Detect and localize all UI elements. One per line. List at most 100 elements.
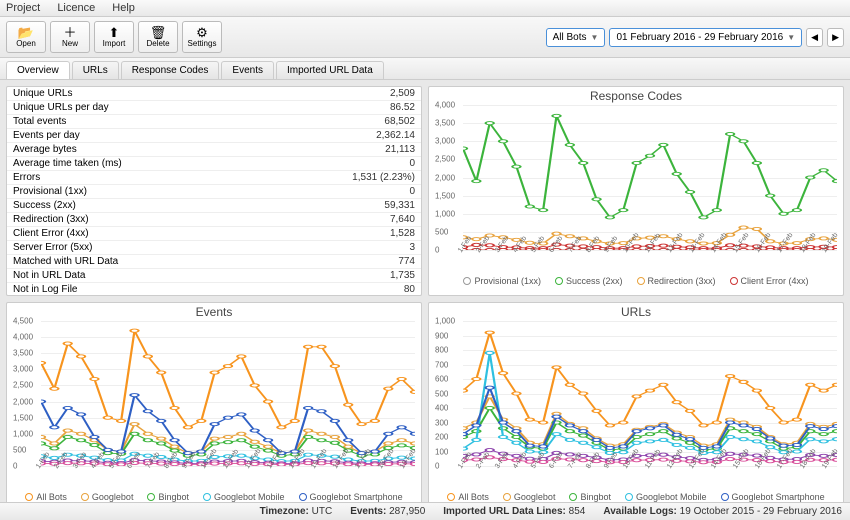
y-axis-label: 300 <box>435 418 448 427</box>
status-timezone: UTC <box>312 506 333 517</box>
legend-label: Googlebot Mobile <box>636 492 707 502</box>
stat-row: Total events68,502 <box>7 115 421 129</box>
legend-dot-icon <box>625 493 633 501</box>
legend-dot-icon <box>203 493 211 501</box>
legend-label: Googlebot Smartphone <box>732 492 825 502</box>
status-imported: 854 <box>569 506 586 517</box>
y-axis-label: 2,000 <box>435 173 455 182</box>
legend-item: All Bots <box>447 492 489 502</box>
legend-item: Googlebot Smartphone <box>299 492 403 502</box>
legend-item: Googlebot <box>503 492 556 502</box>
legend-item: Server Error (5xx) <box>595 294 678 296</box>
stat-row: Matched with URL Data774 <box>7 255 421 269</box>
tab-imported-url-data[interactable]: Imported URL Data <box>276 61 384 79</box>
legend-label: Googlebot <box>514 492 556 502</box>
y-axis-label: 800 <box>435 346 448 355</box>
date-range-value: 01 February 2016 - 29 February 2016 <box>616 32 783 43</box>
status-events-label: Events: <box>350 506 386 517</box>
date-prev-button[interactable]: ◀ <box>806 28 823 47</box>
chart-plot <box>41 321 415 466</box>
toolbar-button-label: New <box>62 39 78 48</box>
chart-plot <box>463 105 837 250</box>
new-button[interactable]: ＋New <box>50 21 90 53</box>
legend-dot-icon <box>721 493 729 501</box>
stat-key: Events per day <box>13 130 376 141</box>
stat-key: Server Error (5xx) <box>13 242 409 253</box>
legend-label: Bingbot <box>158 492 189 502</box>
date-next-button[interactable]: ▶ <box>827 28 844 47</box>
legend-item: Provisional (1xx) <box>463 276 541 286</box>
x-axis-label: 20-Feb <box>421 448 422 480</box>
legend-item: Googlebot <box>81 492 134 502</box>
delete-icon: 🗑 <box>150 26 167 39</box>
legend-dot-icon <box>595 295 603 296</box>
bot-filter-combo[interactable]: All Bots ▼ <box>546 28 606 47</box>
tab-response-codes[interactable]: Response Codes <box>121 61 220 79</box>
legend-label: All Bots <box>458 492 489 502</box>
chart-title: Events <box>7 303 421 321</box>
y-axis-label: 0 <box>13 462 17 471</box>
stat-value: 1,528 <box>390 228 415 239</box>
stat-key: Matched with URL Data <box>13 256 398 267</box>
urls-chart: URLs 01002003004005006007008009001,000 1… <box>428 302 844 512</box>
stat-key: Client Error (4xx) <box>13 228 390 239</box>
stat-value: 80 <box>404 284 415 295</box>
stat-row: Client Error (4xx)1,528 <box>7 227 421 241</box>
tab-events[interactable]: Events <box>221 61 274 79</box>
open-button[interactable]: 📂Open <box>6 21 46 53</box>
import-button[interactable]: ⬆Import <box>94 21 134 53</box>
chevron-down-icon: ▼ <box>787 33 795 42</box>
tab-urls[interactable]: URLs <box>72 61 119 79</box>
stat-key: Redirection (3xx) <box>13 214 390 225</box>
legend-dot-icon <box>81 493 89 501</box>
legend-item: Client Error (4xx) <box>730 276 809 286</box>
menu-licence[interactable]: Licence <box>57 2 95 14</box>
y-axis-label: 3,000 <box>435 137 455 146</box>
legend-dot-icon <box>25 493 33 501</box>
stat-key: Unique URLs <box>13 88 390 99</box>
delete-button[interactable]: 🗑Delete <box>138 21 178 53</box>
y-axis-label: 3,000 <box>13 365 33 374</box>
stat-key: Average time taken (ms) <box>13 158 409 169</box>
settings-button[interactable]: ⚙Settings <box>182 21 222 53</box>
legend-label: Client Error (4xx) <box>741 276 809 286</box>
legend-item: Googlebot Mobile <box>625 492 707 502</box>
toolbar-button-label: Delete <box>146 39 169 48</box>
legend-label: All Bots <box>36 492 67 502</box>
menu-bar: Project Licence Help <box>0 0 850 17</box>
stat-key: Total events <box>13 116 384 127</box>
legend-item: Redirection (3xx) <box>637 276 716 286</box>
legend-dot-icon <box>569 493 577 501</box>
stat-row: Server Error (5xx)3 <box>7 241 421 255</box>
y-axis-label: 2,500 <box>435 155 455 164</box>
legend-dot-icon <box>503 493 511 501</box>
legend-dot-icon <box>637 277 645 285</box>
stat-key: Provisional (1xx) <box>13 186 409 197</box>
menu-help[interactable]: Help <box>112 2 135 14</box>
y-axis-label: 4,000 <box>435 101 455 110</box>
import-icon: ⬆ <box>109 26 120 39</box>
stat-row: Average time taken (ms)0 <box>7 157 421 171</box>
legend-item: Success (2xx) <box>555 276 623 286</box>
stat-value: 1,735 <box>390 270 415 281</box>
open-icon: 📂 <box>18 26 34 39</box>
menu-project[interactable]: Project <box>6 2 40 14</box>
stat-value: 86.52 <box>390 102 415 113</box>
legend-label: Bingbot <box>580 492 611 502</box>
legend-dot-icon <box>463 277 471 285</box>
y-axis-label: 400 <box>435 404 448 413</box>
stat-value: 774 <box>398 256 415 267</box>
y-axis-label: 200 <box>435 433 448 442</box>
legend-label: Googlebot Mobile <box>214 492 285 502</box>
y-axis-label: 2,500 <box>13 381 33 390</box>
date-range-combo[interactable]: 01 February 2016 - 29 February 2016 ▼ <box>609 28 802 47</box>
legend-label: Success (2xx) <box>566 276 623 286</box>
y-axis-label: 1,000 <box>435 317 455 326</box>
stat-row: Unique URLs per day86.52 <box>7 101 421 115</box>
y-axis-label: 1,000 <box>435 209 455 218</box>
toolbar-button-label: Settings <box>188 39 217 48</box>
x-axis-label: 20-Feb <box>843 448 844 480</box>
stat-key: Not in Log File <box>13 284 404 295</box>
tab-overview[interactable]: Overview <box>6 61 70 79</box>
chart-legend: Provisional (1xx) Success (2xx) Redirectio… <box>429 274 843 296</box>
